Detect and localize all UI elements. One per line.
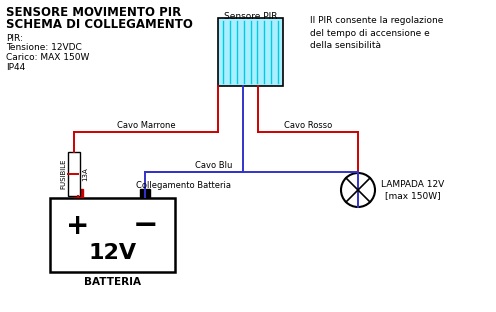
Bar [73, 189, 83, 197]
Text: 13A: 13A [82, 167, 88, 181]
Text: Il PIR consente la regolazione
del tempo di accensione e
della sensibilità: Il PIR consente la regolazione del tempo… [310, 16, 443, 50]
Text: IP44: IP44 [6, 62, 25, 71]
Text: FUSIBILE: FUSIBILE [60, 159, 66, 189]
Text: SENSORE MOVIMENTO PIR: SENSORE MOVIMENTO PIR [6, 6, 181, 19]
Bar [50, 198, 175, 272]
Text: Sensore PIR: Sensore PIR [224, 12, 277, 21]
Text: Cavo Marrone: Cavo Marrone [117, 121, 175, 130]
Text: Cavo Blu: Cavo Blu [195, 161, 233, 170]
Bar [218, 18, 283, 86]
Text: Carico: MAX 150W: Carico: MAX 150W [6, 53, 89, 62]
Bar [68, 152, 80, 196]
Text: −: − [132, 212, 158, 241]
Text: PIR:: PIR: [6, 34, 23, 43]
Text: LAMPADA 12V
[max 150W]: LAMPADA 12V [max 150W] [381, 180, 444, 200]
Text: Cavo Rosso: Cavo Rosso [284, 121, 332, 130]
Text: +: + [66, 212, 90, 240]
Text: SCHEMA DI COLLEGAMENTO: SCHEMA DI COLLEGAMENTO [6, 18, 193, 31]
Text: BATTERIA: BATTERIA [84, 277, 141, 287]
Text: Tensione: 12VDC: Tensione: 12VDC [6, 43, 82, 52]
Text: 12V: 12V [88, 243, 136, 263]
Bar [140, 189, 150, 197]
Text: Collegamento Batteria: Collegamento Batteria [136, 181, 231, 190]
